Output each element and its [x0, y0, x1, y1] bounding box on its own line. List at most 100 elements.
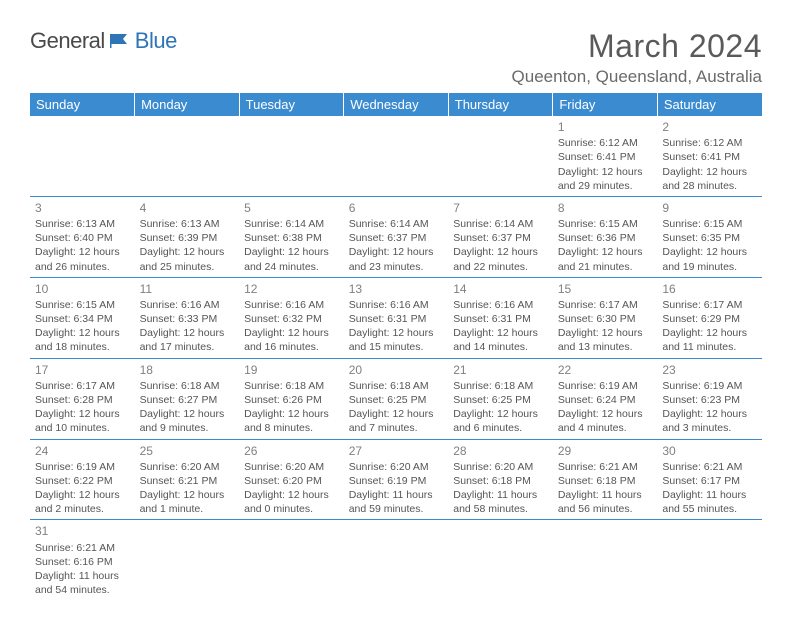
calendar-day-cell: 5Sunrise: 6:14 AMSunset: 6:38 PMDaylight…	[239, 196, 344, 277]
sunrise-text: Sunrise: 6:19 AM	[35, 460, 130, 474]
calendar-day-cell	[135, 520, 240, 600]
daylight-text: Daylight: 12 hours	[244, 407, 339, 421]
calendar-day-cell: 28Sunrise: 6:20 AMSunset: 6:18 PMDayligh…	[448, 439, 553, 520]
day-number: 13	[349, 281, 444, 297]
sunrise-text: Sunrise: 6:20 AM	[244, 460, 339, 474]
daylight-text: and 14 minutes.	[453, 340, 548, 354]
logo-text-general: General	[30, 28, 105, 54]
page-title: March 2024	[512, 28, 762, 65]
daylight-text: and 13 minutes.	[558, 340, 653, 354]
day-number: 8	[558, 200, 653, 216]
daylight-text: and 26 minutes.	[35, 260, 130, 274]
sunrise-text: Sunrise: 6:16 AM	[140, 298, 235, 312]
day-number: 21	[453, 362, 548, 378]
sunset-text: Sunset: 6:36 PM	[558, 231, 653, 245]
daylight-text: and 29 minutes.	[558, 179, 653, 193]
day-number: 11	[140, 281, 235, 297]
daylight-text: and 17 minutes.	[140, 340, 235, 354]
daylight-text: Daylight: 12 hours	[349, 245, 444, 259]
sunset-text: Sunset: 6:41 PM	[558, 150, 653, 164]
calendar-day-cell: 14Sunrise: 6:16 AMSunset: 6:31 PMDayligh…	[448, 277, 553, 358]
calendar-day-cell: 18Sunrise: 6:18 AMSunset: 6:27 PMDayligh…	[135, 358, 240, 439]
sunrise-text: Sunrise: 6:20 AM	[349, 460, 444, 474]
daylight-text: Daylight: 11 hours	[558, 488, 653, 502]
sunrise-text: Sunrise: 6:18 AM	[349, 379, 444, 393]
day-number: 6	[349, 200, 444, 216]
sunrise-text: Sunrise: 6:18 AM	[140, 379, 235, 393]
calendar-week-row: 17Sunrise: 6:17 AMSunset: 6:28 PMDayligh…	[30, 358, 762, 439]
sunset-text: Sunset: 6:28 PM	[35, 393, 130, 407]
daylight-text: and 25 minutes.	[140, 260, 235, 274]
daylight-text: Daylight: 12 hours	[349, 326, 444, 340]
sunrise-text: Sunrise: 6:18 AM	[453, 379, 548, 393]
calendar-day-cell: 2Sunrise: 6:12 AMSunset: 6:41 PMDaylight…	[657, 116, 762, 196]
sunrise-text: Sunrise: 6:12 AM	[662, 136, 757, 150]
daylight-text: Daylight: 12 hours	[140, 326, 235, 340]
day-number: 5	[244, 200, 339, 216]
sunset-text: Sunset: 6:19 PM	[349, 474, 444, 488]
calendar-day-cell: 10Sunrise: 6:15 AMSunset: 6:34 PMDayligh…	[30, 277, 135, 358]
day-header: Monday	[135, 93, 240, 116]
daylight-text: and 7 minutes.	[349, 421, 444, 435]
daylight-text: and 0 minutes.	[244, 502, 339, 516]
daylight-text: Daylight: 12 hours	[35, 488, 130, 502]
sunset-text: Sunset: 6:35 PM	[662, 231, 757, 245]
calendar-day-cell: 21Sunrise: 6:18 AMSunset: 6:25 PMDayligh…	[448, 358, 553, 439]
day-header: Wednesday	[344, 93, 449, 116]
day-number: 18	[140, 362, 235, 378]
sunset-text: Sunset: 6:31 PM	[453, 312, 548, 326]
sunset-text: Sunset: 6:38 PM	[244, 231, 339, 245]
sunset-text: Sunset: 6:34 PM	[35, 312, 130, 326]
day-number: 2	[662, 119, 757, 135]
daylight-text: and 24 minutes.	[244, 260, 339, 274]
calendar-day-cell	[239, 520, 344, 600]
day-number: 9	[662, 200, 757, 216]
sunset-text: Sunset: 6:17 PM	[662, 474, 757, 488]
daylight-text: and 2 minutes.	[35, 502, 130, 516]
daylight-text: Daylight: 12 hours	[558, 165, 653, 179]
daylight-text: Daylight: 11 hours	[662, 488, 757, 502]
daylight-text: Daylight: 12 hours	[662, 245, 757, 259]
sunrise-text: Sunrise: 6:12 AM	[558, 136, 653, 150]
daylight-text: Daylight: 12 hours	[558, 245, 653, 259]
sunrise-text: Sunrise: 6:14 AM	[244, 217, 339, 231]
day-number: 31	[35, 523, 130, 539]
daylight-text: Daylight: 12 hours	[662, 165, 757, 179]
day-number: 1	[558, 119, 653, 135]
day-header: Thursday	[448, 93, 553, 116]
sunrise-text: Sunrise: 6:21 AM	[558, 460, 653, 474]
daylight-text: and 11 minutes.	[662, 340, 757, 354]
sunrise-text: Sunrise: 6:16 AM	[453, 298, 548, 312]
calendar-day-cell: 11Sunrise: 6:16 AMSunset: 6:33 PMDayligh…	[135, 277, 240, 358]
sunrise-text: Sunrise: 6:14 AM	[349, 217, 444, 231]
day-number: 28	[453, 443, 548, 459]
sunrise-text: Sunrise: 6:20 AM	[140, 460, 235, 474]
logo: General Blue	[30, 28, 177, 54]
day-header: Friday	[553, 93, 658, 116]
title-block: March 2024 Queenton, Queensland, Austral…	[512, 28, 762, 87]
sunset-text: Sunset: 6:23 PM	[662, 393, 757, 407]
sunset-text: Sunset: 6:40 PM	[35, 231, 130, 245]
sunset-text: Sunset: 6:27 PM	[140, 393, 235, 407]
daylight-text: and 3 minutes.	[662, 421, 757, 435]
day-header: Sunday	[30, 93, 135, 116]
daylight-text: and 23 minutes.	[349, 260, 444, 274]
sunset-text: Sunset: 6:20 PM	[244, 474, 339, 488]
day-number: 4	[140, 200, 235, 216]
day-number: 3	[35, 200, 130, 216]
day-number: 24	[35, 443, 130, 459]
day-number: 22	[558, 362, 653, 378]
sunrise-text: Sunrise: 6:19 AM	[558, 379, 653, 393]
sunrise-text: Sunrise: 6:15 AM	[35, 298, 130, 312]
calendar-day-cell: 25Sunrise: 6:20 AMSunset: 6:21 PMDayligh…	[135, 439, 240, 520]
daylight-text: and 15 minutes.	[349, 340, 444, 354]
daylight-text: and 54 minutes.	[35, 583, 130, 597]
calendar-day-cell	[239, 116, 344, 196]
sunset-text: Sunset: 6:24 PM	[558, 393, 653, 407]
daylight-text: and 8 minutes.	[244, 421, 339, 435]
sunrise-text: Sunrise: 6:15 AM	[558, 217, 653, 231]
daylight-text: Daylight: 11 hours	[349, 488, 444, 502]
daylight-text: and 19 minutes.	[662, 260, 757, 274]
calendar-day-cell	[30, 116, 135, 196]
daylight-text: Daylight: 12 hours	[453, 326, 548, 340]
